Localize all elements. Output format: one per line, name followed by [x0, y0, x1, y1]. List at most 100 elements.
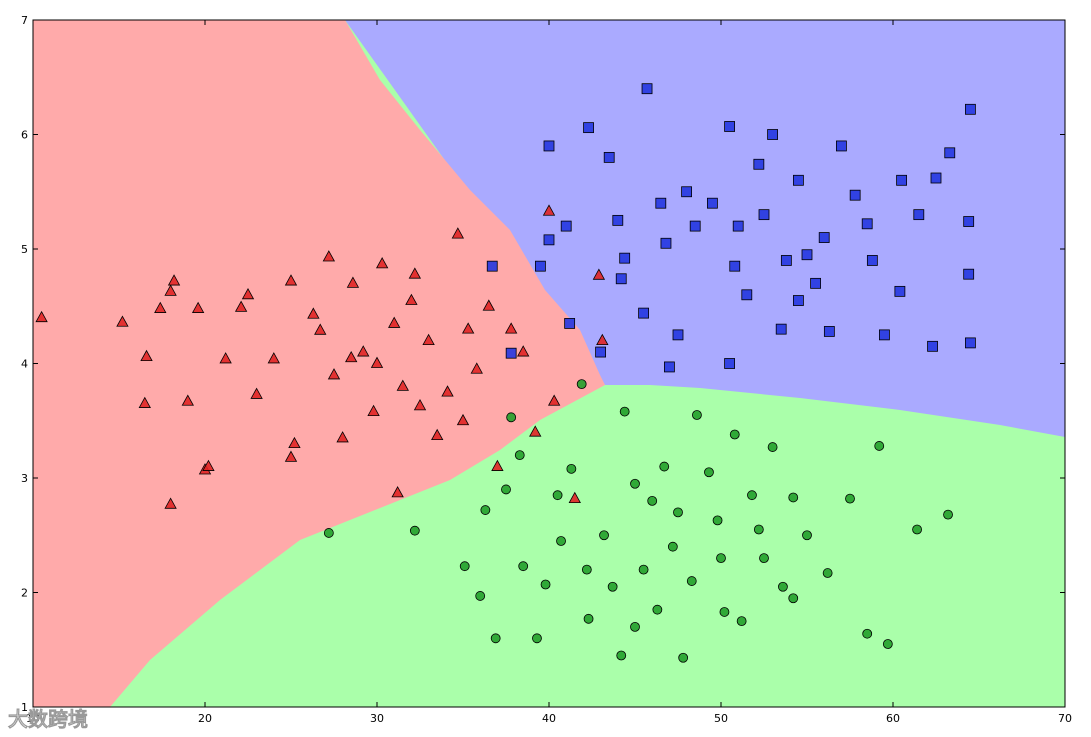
- circle-point: [667, 541, 678, 552]
- circle-point: [619, 406, 630, 417]
- square-point: [930, 172, 942, 184]
- triangle-point: [441, 385, 454, 397]
- circle-point: [576, 379, 587, 390]
- square-point: [615, 273, 627, 285]
- circle-point: [490, 633, 501, 644]
- triangle-point: [431, 428, 444, 441]
- triangle-point: [250, 387, 263, 399]
- square-point: [641, 83, 653, 95]
- x-tick-label: 30: [370, 712, 384, 725]
- square-point: [793, 295, 804, 306]
- circle-point: [638, 564, 649, 575]
- square-point: [861, 218, 873, 230]
- square-point: [894, 285, 906, 297]
- y-tick-label: 6: [21, 129, 28, 142]
- square-point: [729, 260, 741, 272]
- triangle-point: [288, 436, 301, 449]
- triangle-point: [314, 323, 327, 335]
- circle-point: [607, 581, 618, 592]
- square-point: [603, 151, 615, 163]
- region-red: [33, 20, 605, 707]
- triangle-point: [267, 352, 280, 364]
- triangle-point: [346, 276, 360, 288]
- triangle-point: [396, 379, 409, 391]
- circle-point: [874, 441, 885, 451]
- circle-point: [673, 507, 683, 518]
- y-tick-label: 2: [21, 587, 28, 600]
- triangle-point: [370, 356, 384, 368]
- square-point: [810, 277, 821, 289]
- x-tick-label: 50: [714, 712, 728, 725]
- square-point: [535, 260, 546, 272]
- square-point: [965, 337, 976, 349]
- square-point: [849, 189, 861, 201]
- circle-point: [862, 628, 873, 639]
- triangle-point: [357, 345, 370, 357]
- circle-point: [736, 616, 747, 627]
- circle-point: [630, 621, 640, 632]
- circle-point: [704, 467, 714, 478]
- circle-point: [729, 429, 740, 440]
- square-point: [612, 214, 624, 226]
- points: [35, 83, 976, 663]
- square-point: [780, 255, 792, 266]
- circle-point: [647, 495, 658, 506]
- square-point: [767, 129, 778, 140]
- circle-point: [532, 633, 542, 644]
- square-point: [741, 289, 753, 301]
- circle-point: [552, 490, 563, 501]
- triangle-point: [307, 307, 320, 319]
- square-point: [753, 158, 765, 170]
- circle-point: [712, 515, 723, 526]
- circle-point: [540, 579, 551, 590]
- triangle-point: [336, 431, 349, 443]
- circle-point: [581, 564, 592, 575]
- triangle-point: [164, 497, 177, 509]
- y-tick-label: 4: [21, 358, 28, 371]
- triangle-point: [568, 491, 581, 504]
- square-point: [965, 103, 976, 115]
- square-point: [896, 174, 907, 186]
- triangle-point: [345, 350, 358, 363]
- circle-point: [599, 530, 609, 541]
- circle-point: [583, 613, 594, 624]
- square-point: [879, 329, 890, 341]
- square-point: [505, 347, 517, 359]
- triangle-point: [181, 394, 194, 406]
- triangle-point: [284, 274, 298, 286]
- triangle-point: [413, 399, 427, 411]
- x-tick-label: 60: [886, 712, 900, 725]
- y-tick-label: 7: [21, 14, 28, 27]
- circle-point: [556, 536, 566, 546]
- triangle-point: [461, 322, 475, 334]
- square-point: [486, 260, 498, 272]
- triangle-point: [504, 322, 518, 334]
- circle-point: [409, 525, 420, 536]
- square-point: [724, 358, 735, 369]
- circle-point: [323, 528, 334, 538]
- triangle-point: [138, 396, 151, 408]
- square-point: [732, 220, 744, 232]
- triangle-point: [322, 250, 336, 262]
- triangle-point: [284, 450, 298, 462]
- square-point: [866, 255, 878, 266]
- circle-point: [747, 490, 757, 501]
- x-tick-label: 40: [542, 712, 556, 725]
- square-point: [560, 220, 572, 232]
- circle-point: [459, 561, 470, 572]
- circle-point: [802, 530, 812, 541]
- circle-point: [501, 484, 511, 495]
- x-tick-label: 20: [198, 712, 212, 725]
- circle-point: [475, 591, 486, 601]
- circle-point: [753, 524, 764, 535]
- triangle-point: [470, 362, 483, 374]
- triangle-point: [241, 287, 255, 300]
- circle-point: [882, 639, 893, 649]
- circle-point: [716, 553, 726, 564]
- square-point: [543, 140, 555, 152]
- circle-point: [506, 412, 517, 423]
- triangle-point: [517, 345, 530, 357]
- x-tick-label: 70: [1058, 712, 1072, 725]
- circle-point: [719, 607, 730, 617]
